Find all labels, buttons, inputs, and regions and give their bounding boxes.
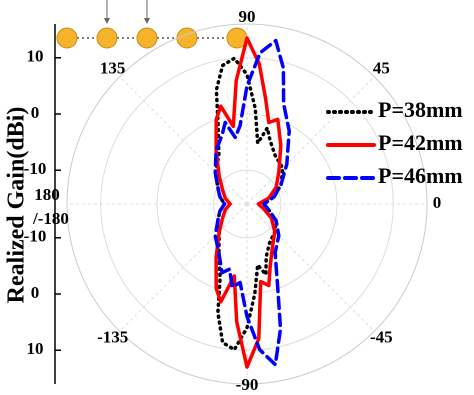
angle-tick-label: 90: [239, 7, 256, 26]
angle-tick-label: 180: [34, 185, 60, 204]
angle-grid-line: [119, 76, 248, 205]
angle-tick-label: 45: [373, 59, 390, 78]
angle-tick-label: -90: [236, 375, 259, 394]
legend-label: P=42mm: [378, 130, 463, 155]
decoration: [56, 0, 248, 49]
angle-grid-line: [119, 203, 248, 332]
legend-label: P=46mm: [378, 163, 463, 188]
r-tick-label: 10: [27, 339, 44, 358]
angle-tick-label: -45: [370, 327, 393, 346]
angle-tick-label: -135: [97, 327, 128, 346]
series-line: [214, 36, 283, 369]
r-tick-label: 0: [31, 283, 40, 302]
legend-label: P=38mm: [378, 97, 463, 122]
angle-grid-line: [246, 76, 375, 205]
r-tick-label: 0: [31, 103, 40, 122]
grid-circle: [212, 169, 282, 239]
r-tick-label: -10: [24, 159, 47, 178]
series-line: [213, 38, 291, 367]
polar-frame: [66, 23, 428, 385]
angle-tick-label: /-180: [32, 209, 69, 228]
angle-grid-line: [246, 203, 375, 332]
r-tick-label: -10: [24, 227, 47, 246]
y-axis-label: Realized Gain(dBi): [4, 107, 30, 304]
angle-tick-label: 135: [100, 59, 126, 78]
angle-tick-label: 0: [433, 193, 442, 212]
r-tick-label: 10: [27, 47, 44, 66]
